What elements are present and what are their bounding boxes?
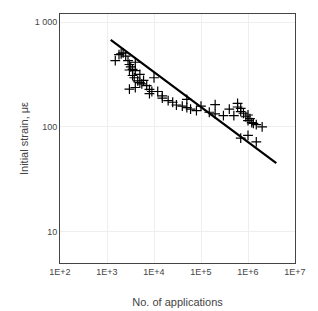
svg-text:1E+5: 1E+5 — [190, 267, 211, 277]
svg-text:1E+3: 1E+3 — [96, 267, 117, 277]
svg-text:1E+4: 1E+4 — [143, 267, 164, 277]
svg-text:1E+2: 1E+2 — [49, 267, 70, 277]
svg-text:1E+7: 1E+7 — [284, 267, 305, 277]
svg-text:1 000: 1 000 — [35, 17, 58, 27]
svg-text:10: 10 — [47, 227, 57, 237]
svg-text:1E+6: 1E+6 — [237, 267, 258, 277]
svg-text:No. of applications: No. of applications — [132, 296, 223, 308]
svg-text:Initial strain, με: Initial strain, με — [18, 102, 30, 175]
svg-text:100: 100 — [42, 122, 57, 132]
